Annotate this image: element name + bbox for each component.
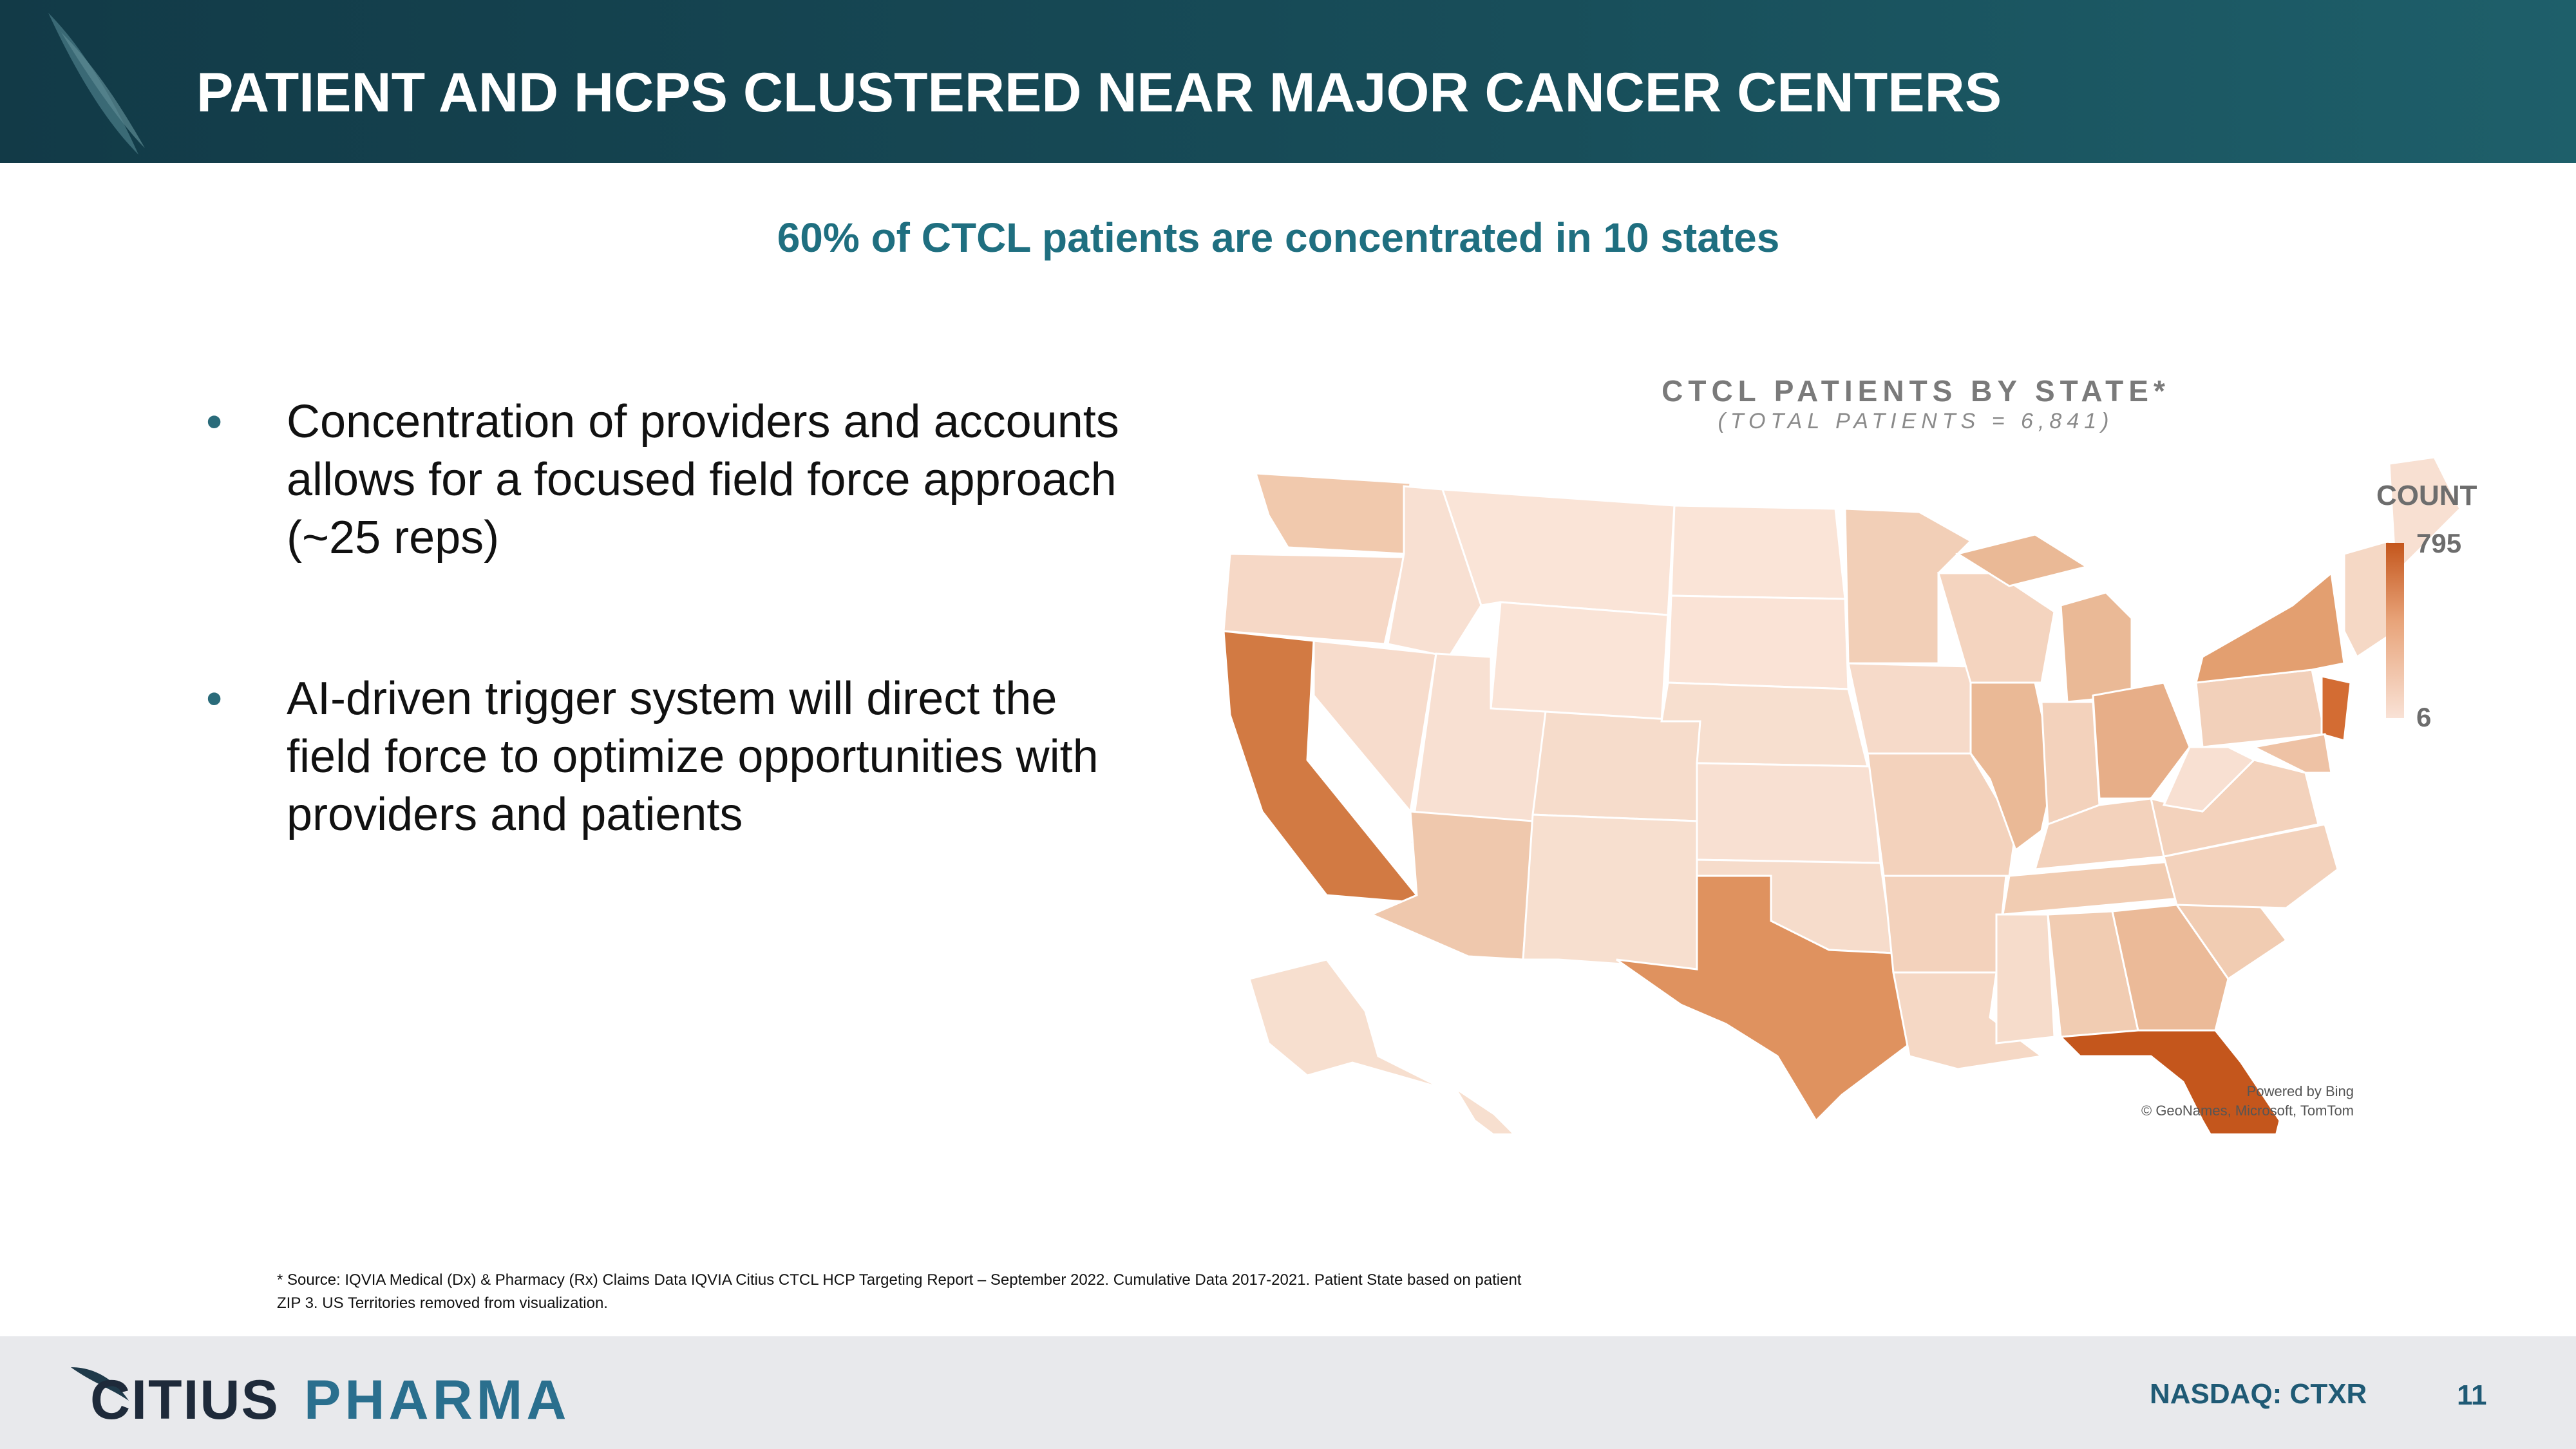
state-north-dakota — [1670, 504, 1846, 600]
bullet-item: • Concentration of providers and account… — [206, 393, 1140, 567]
state-arkansas — [1882, 875, 2007, 974]
state-wisconsin — [1937, 572, 2056, 684]
state-florida — [2058, 1029, 2281, 1133]
state-new-england — [2343, 540, 2397, 659]
source-footnote: * Source: IQVIA Medical (Dx) & Pharmacy … — [277, 1269, 1694, 1315]
bullet-marker: • — [206, 396, 223, 448]
bullet-text: Concentration of providers and accounts … — [287, 396, 1119, 564]
bullet-item: • AI-driven trigger system will direct t… — [206, 670, 1140, 844]
swoosh-icon — [71, 1367, 129, 1401]
state-new-mexico — [1522, 813, 1698, 971]
state-alaska — [1248, 958, 1443, 1090]
header-bar: PATIENT AND HCPS CLUSTERED NEAR MAJOR CA… — [0, 0, 2576, 163]
state-michigan — [2060, 591, 2133, 703]
legend-max-value: 795 — [2416, 528, 2462, 558]
map-title: CTCL PATIENTS BY STATE* — [1662, 374, 2170, 408]
bullet-list: • Concentration of providers and account… — [206, 393, 1140, 844]
ticker-label: NASDAQ: CTXR — [2150, 1378, 2367, 1410]
bullet-marker: • — [206, 673, 223, 724]
footnote-line2: ZIP 3. US Territories removed from visua… — [277, 1294, 608, 1312]
state-washington — [1254, 472, 1412, 555]
state-hawaii — [1454, 1087, 1515, 1133]
map-credit: Powered by Bing © GeoNames, Microsoft, T… — [2141, 1082, 2354, 1121]
leaf-logo-icon — [48, 13, 145, 155]
page-number: 11 — [2457, 1379, 2487, 1411]
footnote-line1: * Source: IQVIA Medical (Dx) & Pharmacy … — [277, 1271, 1522, 1289]
state-indiana — [2040, 701, 2101, 826]
state-mississippi — [1995, 913, 2056, 1045]
map-credit-line2: © GeoNames, Microsoft, TomTom — [2141, 1103, 2354, 1119]
state-illinois — [1969, 681, 2056, 852]
state-maine — [2388, 456, 2461, 576]
state-texas — [1616, 875, 1920, 1122]
legend-color-scale — [2386, 543, 2404, 718]
state-montana — [1441, 488, 1676, 616]
state-colorado — [1531, 710, 1701, 822]
map-credit-line1: Powered by Bing — [2246, 1083, 2354, 1099]
state-georgia — [2111, 904, 2230, 1032]
footer-bar — [0, 1336, 2576, 1449]
map-subtitle: (TOTAL PATIENTS = 6,841) — [1718, 409, 2114, 433]
state-oregon — [1222, 553, 1405, 645]
citius-pharma-logo: CITIUS PHARMA — [71, 1367, 570, 1426]
page-title: PATIENT AND HCPS CLUSTERED NEAR MAJOR CA… — [196, 62, 2002, 124]
us-choropleth-map — [1222, 456, 2461, 1133]
brand-citius: CITIUS — [90, 1369, 279, 1426]
state-michigan-up — [1955, 533, 2089, 587]
slide-subtitle: 60% of CTCL patients are concentrated in… — [777, 214, 1780, 261]
state-missouri — [1866, 752, 2017, 877]
state-ohio — [2092, 681, 2191, 800]
legend-title: COUNT — [2376, 480, 2477, 511]
state-new-jersey — [2320, 675, 2352, 742]
state-north-carolina — [2163, 823, 2339, 909]
state-wyoming — [1490, 601, 1669, 723]
state-maryland — [2251, 733, 2333, 774]
state-west-virginia — [2162, 746, 2256, 813]
brand-pharma: PHARMA — [304, 1369, 570, 1426]
state-new-york — [2195, 571, 2345, 684]
bullet-text: AI-driven trigger system will direct the… — [287, 673, 1099, 840]
state-kansas — [1696, 762, 1882, 864]
state-south-dakota — [1667, 594, 1850, 690]
legend-min-value: 6 — [2416, 702, 2432, 732]
